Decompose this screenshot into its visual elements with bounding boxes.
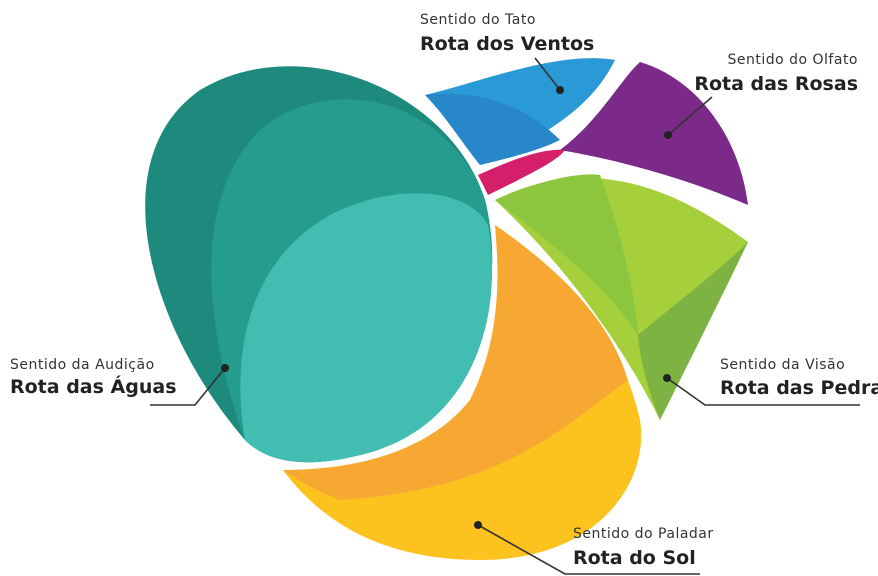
route-label: Rota do Sol bbox=[573, 547, 696, 569]
leader-dot bbox=[556, 86, 564, 94]
leader-dot bbox=[474, 521, 482, 529]
route-label: Rota das Rosas bbox=[694, 73, 858, 95]
route-label: Rota das Águas bbox=[10, 375, 177, 398]
heart bbox=[145, 58, 748, 560]
route-label: Rota dos Ventos bbox=[420, 33, 594, 55]
leader-dot bbox=[221, 364, 229, 372]
sense-label: Sentido do Olfato bbox=[727, 52, 858, 68]
leader-dot bbox=[664, 131, 672, 139]
sense-label: Sentido do Paladar bbox=[573, 526, 714, 542]
heart-diagram: Sentido do Tato Rota dos Ventos Sentido … bbox=[0, 0, 878, 576]
sense-label: Sentido do Tato bbox=[420, 12, 536, 28]
sense-label: Sentido da Visão bbox=[720, 357, 845, 373]
route-label: Rota das Pedras bbox=[720, 377, 878, 399]
leader-dot bbox=[663, 374, 671, 382]
sense-label: Sentido da Audição bbox=[10, 357, 155, 373]
